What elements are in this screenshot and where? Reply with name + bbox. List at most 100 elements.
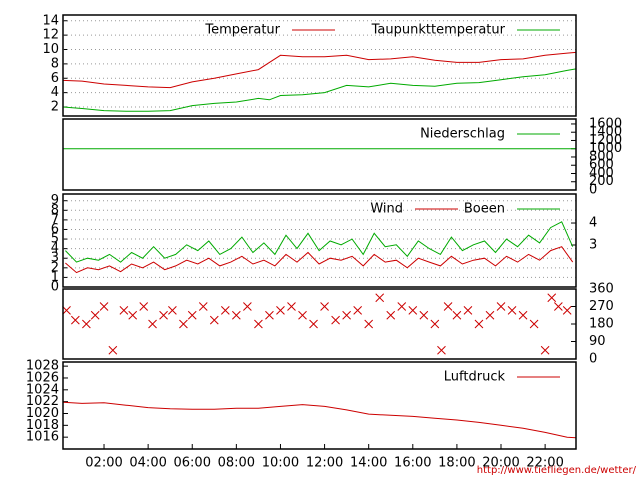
data-line — [65, 221, 574, 263]
y2-tick-label: 800 — [589, 149, 614, 164]
legend-label: Luftdruck — [444, 370, 506, 385]
y-tick-label: 12 — [42, 28, 59, 43]
source-url: http://www.tiefliegen.de/wetter/ — [477, 465, 637, 476]
y-tick-label: 5 — [51, 232, 59, 247]
y2-tick-label: 90 — [589, 334, 606, 349]
y2-tick-label: 0 — [589, 352, 597, 367]
data-point — [408, 306, 418, 315]
data-point — [70, 315, 80, 325]
data-point — [485, 310, 495, 320]
data-line — [62, 401, 577, 439]
panel-frame — [62, 193, 577, 288]
y2-tick-label: 4 — [589, 216, 597, 231]
data-point — [179, 319, 188, 329]
y2-tick-label: 3 — [589, 238, 597, 253]
data-point — [443, 302, 453, 311]
data-point — [82, 319, 91, 329]
data-point — [168, 306, 177, 315]
y-tick-label: 14 — [42, 13, 59, 28]
data-point — [518, 310, 528, 320]
x-tick-label: 22:00 — [526, 456, 563, 471]
x-tick-label: 04:00 — [129, 456, 166, 471]
data-point — [309, 319, 318, 329]
data-point — [254, 319, 263, 329]
data-line — [62, 51, 577, 89]
x-tick-label: 08:00 — [218, 456, 255, 471]
legend-label: Taupunkttemperatur — [371, 23, 506, 38]
legend-label: Boeen — [464, 202, 505, 217]
x-tick-label: 16:00 — [394, 456, 431, 471]
data-point — [276, 306, 285, 315]
data-point — [331, 315, 340, 325]
data-line — [65, 246, 574, 274]
data-point — [375, 293, 385, 303]
data-point — [554, 302, 563, 311]
legend-label: Temperatur — [204, 23, 280, 38]
legend-label: Niederschlag — [420, 127, 505, 142]
data-point — [148, 319, 157, 329]
data-point — [139, 302, 149, 311]
panel-frame — [62, 288, 577, 360]
data-point — [287, 302, 296, 311]
data-point — [209, 315, 219, 325]
data-point — [220, 306, 230, 315]
y2-tick-label: 1000 — [589, 141, 622, 156]
data-point — [128, 310, 138, 320]
y-tick-label: 4 — [51, 241, 59, 256]
y-tick-label: 1024 — [26, 382, 59, 397]
y-tick-label: 1028 — [26, 359, 59, 374]
y2-tick-label: 1200 — [589, 133, 622, 148]
data-point — [187, 310, 197, 320]
data-point — [90, 310, 100, 320]
panel-frame — [62, 14, 577, 117]
y-tick-label: 3 — [51, 251, 59, 266]
data-point — [119, 306, 129, 315]
data-point — [397, 302, 407, 311]
y-tick-label: 7 — [51, 212, 59, 227]
x-tick-label: 10:00 — [262, 456, 299, 471]
y2-tick-label: 600 — [589, 158, 614, 173]
y-tick-label: 9 — [51, 193, 59, 208]
data-point — [452, 310, 462, 320]
data-point — [198, 302, 208, 311]
x-tick-label: 02:00 — [85, 456, 122, 471]
panel-frame — [62, 118, 577, 191]
data-point — [463, 306, 473, 315]
data-point — [529, 319, 539, 329]
y-tick-label: 2 — [51, 100, 59, 115]
data-point — [62, 306, 71, 315]
data-point — [231, 310, 241, 320]
data-point — [437, 345, 446, 355]
y-tick-label: 10 — [42, 42, 59, 57]
data-point — [419, 310, 429, 320]
y2-tick-label: 180 — [589, 317, 614, 332]
data-point — [507, 306, 517, 315]
x-tick-label: 12:00 — [306, 456, 343, 471]
y-tick-label: 0 — [51, 280, 59, 295]
y2-tick-label: 270 — [589, 299, 614, 314]
y-tick-label: 8 — [51, 203, 59, 218]
data-point — [320, 302, 329, 311]
data-point — [540, 345, 550, 355]
data-point — [474, 319, 484, 329]
y-tick-label: 1018 — [26, 418, 59, 433]
y-tick-label: 8 — [51, 56, 59, 71]
y2-tick-label: 0 — [589, 183, 597, 198]
y2-tick-label: 1600 — [589, 116, 622, 131]
y-tick-label: 1020 — [26, 406, 59, 421]
data-point — [562, 306, 572, 315]
y2-tick-label: 200 — [589, 174, 614, 189]
panel-frame — [62, 361, 577, 450]
data-point — [108, 345, 118, 355]
x-tick-label: 20:00 — [482, 456, 519, 471]
data-point — [496, 302, 506, 311]
data-point — [386, 310, 396, 320]
data-point — [353, 306, 363, 315]
data-point — [430, 319, 440, 329]
data-point — [547, 293, 557, 303]
data-point — [159, 310, 168, 320]
y-tick-label: 1 — [51, 270, 59, 285]
data-point — [364, 319, 374, 329]
